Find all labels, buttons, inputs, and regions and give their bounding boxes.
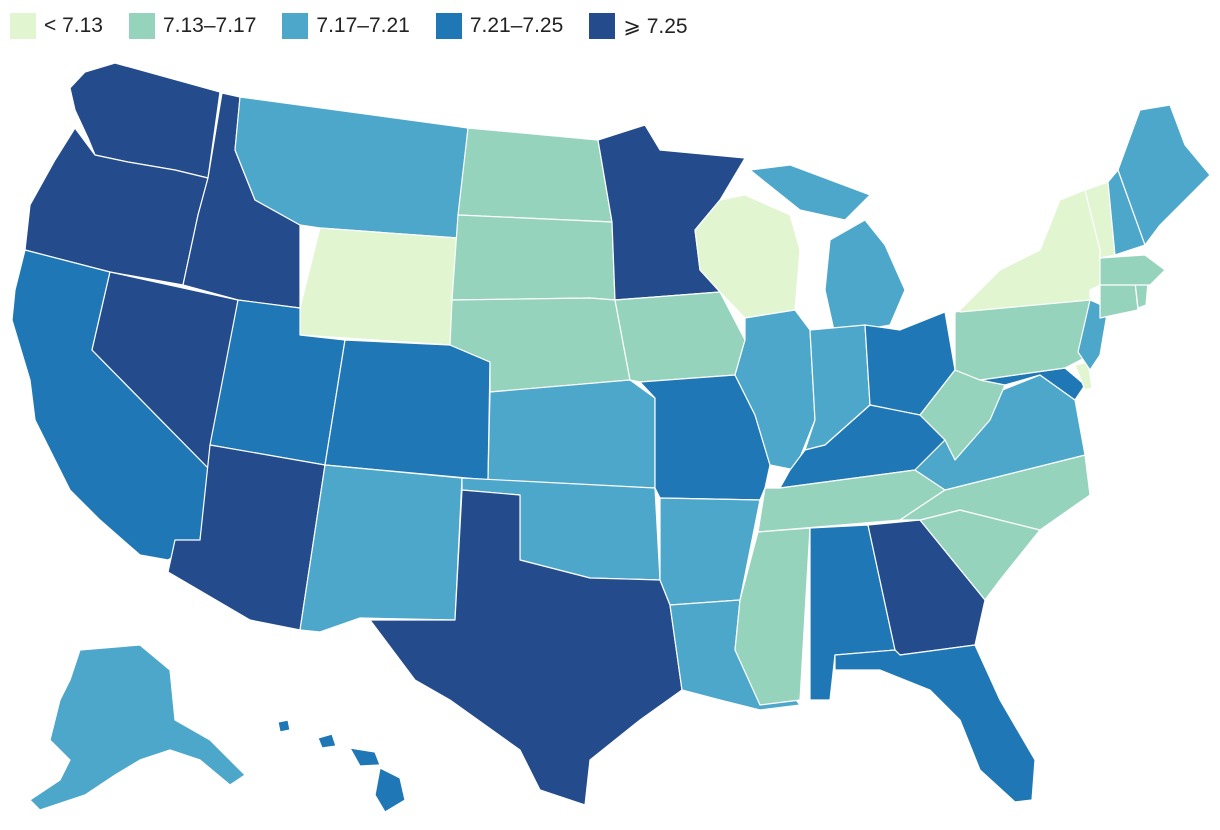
state-MA[interactable] [1099, 254, 1166, 286]
state-KS[interactable] [487, 379, 656, 489]
legend-swatch [589, 13, 616, 39]
state-CO[interactable] [324, 339, 491, 481]
legend-swatch [10, 13, 36, 39]
state-ND[interactable] [457, 127, 613, 223]
legend-item: < 7.13 [10, 13, 103, 39]
state-DE[interactable] [1074, 361, 1093, 391]
state-WY[interactable] [299, 227, 459, 346]
state-NY[interactable] [959, 189, 1101, 313]
state-TX[interactable] [369, 489, 683, 806]
state-VT[interactable] [1084, 181, 1116, 259]
state-WI[interactable] [694, 194, 801, 319]
state-NM[interactable] [299, 464, 463, 633]
legend-item: 7.21–7.25 [435, 13, 564, 39]
legend-item: 7.17–7.21 [282, 13, 410, 39]
state-SD[interactable] [451, 214, 616, 301]
state-MI[interactable] [749, 164, 906, 336]
legend-label: 7.17–7.21 [316, 14, 410, 37]
legend-item: 7.13–7.17 [128, 13, 257, 39]
state-AK[interactable] [29, 644, 246, 811]
map-legend: < 7.13 7.13–7.17 7.17–7.21 7.21–7.25 ⩾ 7… [10, 13, 688, 39]
state-HI[interactable] [277, 719, 406, 813]
state-ME[interactable] [1117, 104, 1211, 246]
legend-swatch [128, 13, 155, 39]
state-FL[interactable] [834, 644, 1036, 803]
legend-swatch [435, 13, 462, 39]
legend-label: 7.13–7.17 [162, 14, 257, 37]
state-IA[interactable] [614, 291, 746, 383]
legend-swatch [282, 13, 309, 39]
state-IL[interactable] [734, 309, 816, 471]
legend-item: ⩾ 7.25 [589, 13, 688, 39]
state-CT[interactable] [1099, 281, 1139, 319]
state-OR[interactable] [24, 127, 209, 286]
legend-label: < 7.13 [44, 14, 103, 37]
legend-label: ⩾ 7.25 [623, 14, 688, 38]
state-RI[interactable] [1134, 281, 1149, 309]
legend-label: 7.21–7.25 [469, 14, 564, 37]
